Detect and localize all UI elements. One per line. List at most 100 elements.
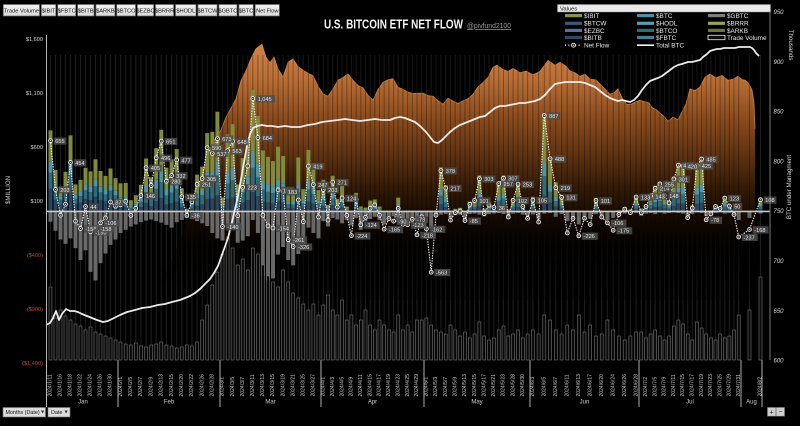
- svg-text:203: 203: [60, 188, 69, 194]
- svg-text:253: 253: [523, 183, 532, 189]
- svg-text:223: 223: [248, 186, 257, 192]
- svg-text:2024/6/11: 2024/6/11: [565, 374, 571, 396]
- svg-text:2024/7/23: 2024/7/23: [708, 374, 714, 397]
- svg-text:2024/5/21: 2024/5/21: [491, 374, 497, 397]
- svg-text:419: 419: [313, 165, 322, 171]
- svg-text:-73: -73: [417, 218, 425, 224]
- svg-text:$BRRR: $BRRR: [155, 8, 174, 14]
- svg-text:850: 850: [774, 110, 785, 116]
- svg-text:$BTCO: $BTCO: [117, 8, 137, 14]
- svg-text:101: 101: [479, 199, 488, 205]
- svg-text:-140: -140: [227, 225, 238, 231]
- svg-text:2024/2/26: 2024/2/26: [199, 374, 205, 397]
- svg-text:378: 378: [446, 169, 455, 175]
- svg-text:2024/3/21: 2024/3/21: [290, 374, 296, 397]
- svg-text:2024/4/17: 2024/4/17: [377, 374, 383, 397]
- svg-text:-36: -36: [192, 214, 200, 220]
- svg-text:2024/1/30: 2024/1/30: [108, 374, 114, 397]
- svg-text:2024/5/17: 2024/5/17: [481, 374, 487, 397]
- svg-text:700: 700: [774, 259, 785, 265]
- svg-text:600: 600: [774, 359, 785, 365]
- svg-text:$BITB: $BITB: [584, 35, 602, 42]
- svg-text:2024/3/27: 2024/3/27: [311, 374, 317, 397]
- svg-text:$1,100: $1,100: [26, 91, 43, 97]
- svg-text:2024/5/28: 2024/5/28: [510, 374, 516, 397]
- svg-text:$EZBC: $EZBC: [584, 28, 605, 35]
- svg-text:$BTCW: $BTCW: [198, 8, 219, 14]
- svg-text:2024/5/1: 2024/5/1: [424, 377, 430, 397]
- svg-text:2024/4/9: 2024/4/9: [349, 377, 355, 397]
- svg-text:800: 800: [774, 159, 785, 165]
- svg-text:Trade Volume: Trade Volume: [4, 8, 39, 14]
- svg-text:Feb: Feb: [164, 400, 175, 406]
- svg-text:Trade Volume: Trade Volume: [727, 35, 767, 42]
- svg-text:133: 133: [641, 195, 650, 201]
- svg-text:Jan: Jan: [78, 400, 88, 406]
- svg-text:251: 251: [202, 183, 211, 189]
- svg-text:Net Flow: Net Flow: [256, 8, 279, 14]
- svg-text:$ARKB: $ARKB: [96, 8, 115, 14]
- svg-text:124: 124: [347, 196, 356, 202]
- svg-text:2024/2/9: 2024/2/9: [148, 377, 154, 397]
- svg-text:Thousands: Thousands: [787, 30, 794, 61]
- svg-text:2024/6/7: 2024/6/7: [553, 377, 559, 397]
- svg-text:123: 123: [730, 197, 739, 203]
- svg-text:2024/2/7: 2024/2/7: [138, 377, 144, 397]
- svg-text:2024/5/13: 2024/5/13: [462, 374, 468, 397]
- svg-text:-154: -154: [278, 226, 289, 232]
- svg-text:146: 146: [146, 194, 155, 200]
- svg-text:-78: -78: [711, 218, 719, 224]
- svg-text:-85: -85: [470, 219, 478, 225]
- svg-text:2024/7/17: 2024/7/17: [690, 374, 696, 397]
- svg-text:2024/2/15: 2024/2/15: [169, 374, 175, 397]
- svg-text:2024/7/5: 2024/7/5: [652, 377, 658, 397]
- svg-text:303: 303: [484, 177, 493, 183]
- svg-text:2024/6/28: 2024/6/28: [633, 374, 639, 397]
- svg-text:($900): ($900): [27, 307, 43, 313]
- svg-text:2024/5/9: 2024/5/9: [453, 377, 459, 397]
- svg-text:257: 257: [504, 182, 513, 188]
- svg-text:488: 488: [555, 157, 564, 163]
- svg-text:Net Flow: Net Flow: [584, 43, 610, 50]
- svg-text:-563: -563: [436, 271, 447, 277]
- svg-text:$GBTC: $GBTC: [218, 8, 237, 14]
- svg-text:2024/3/25: 2024/3/25: [301, 374, 307, 397]
- svg-text:673: 673: [222, 137, 231, 143]
- svg-text:2024/5/15: 2024/5/15: [472, 374, 478, 397]
- svg-text:2024/1/26: 2024/1/26: [98, 374, 104, 397]
- svg-text:271: 271: [338, 181, 347, 187]
- svg-text:-165: -165: [389, 228, 400, 234]
- svg-text:($400): ($400): [27, 253, 43, 259]
- svg-text:Total BTC: Total BTC: [656, 43, 684, 50]
- svg-text:2024/2/22: 2024/2/22: [189, 374, 195, 397]
- svg-text:105: 105: [538, 199, 547, 205]
- svg-text:2024/2/20: 2024/2/20: [179, 374, 185, 397]
- svg-text:2024/2/1: 2024/2/1: [118, 377, 124, 397]
- svg-text:$600: $600: [31, 145, 43, 151]
- svg-text:2024/6/20: 2024/6/20: [599, 374, 605, 397]
- svg-text:2024/7/2: 2024/7/2: [643, 377, 649, 397]
- svg-text:2024/6/24: 2024/6/24: [610, 374, 616, 397]
- svg-text:2024/1/16: 2024/1/16: [58, 374, 64, 397]
- svg-text:$100: $100: [31, 199, 43, 205]
- svg-text:203: 203: [328, 188, 337, 194]
- svg-text:247: 247: [318, 183, 327, 189]
- svg-text:@pivfund2100: @pivfund2100: [467, 21, 511, 30]
- svg-text:332: 332: [176, 174, 185, 180]
- svg-text:$MILLION: $MILLION: [5, 176, 12, 204]
- svg-text:U.S. BITCOIN ETF NET FLOW: U.S. BITCOIN ETF NET FLOW: [324, 18, 463, 32]
- svg-text:1,045: 1,045: [258, 97, 272, 103]
- svg-text:$GBTC: $GBTC: [727, 13, 749, 20]
- svg-text:2024/6/26: 2024/6/26: [622, 374, 628, 397]
- svg-text:-261: -261: [293, 238, 304, 244]
- svg-text:-162: -162: [431, 227, 442, 233]
- svg-text:-158: -158: [100, 227, 111, 233]
- svg-text:2024/4/5: 2024/4/5: [339, 377, 345, 397]
- svg-text:-224: -224: [356, 234, 367, 240]
- svg-text:−: −: [778, 409, 782, 416]
- svg-text:131: 131: [566, 196, 575, 202]
- svg-text:405: 405: [151, 166, 160, 172]
- svg-text:$BTCW: $BTCW: [584, 21, 607, 28]
- svg-text:44: 44: [90, 205, 96, 211]
- svg-text:537: 537: [217, 152, 226, 158]
